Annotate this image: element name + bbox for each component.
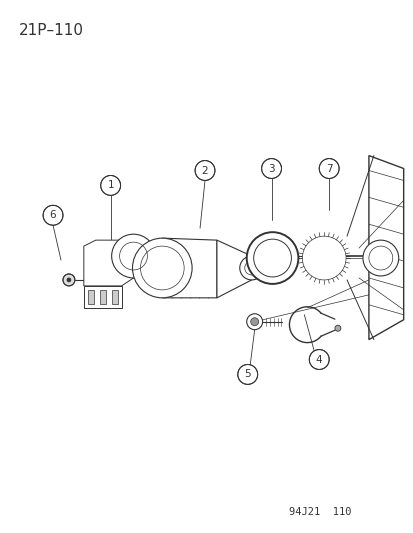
Circle shape <box>362 240 398 276</box>
Text: 7: 7 <box>325 164 332 174</box>
Bar <box>88 290 93 304</box>
Text: 5: 5 <box>244 369 250 379</box>
Polygon shape <box>83 286 121 308</box>
Circle shape <box>237 365 257 384</box>
Circle shape <box>334 325 340 331</box>
Circle shape <box>112 234 155 278</box>
Circle shape <box>318 158 338 179</box>
Circle shape <box>239 256 263 280</box>
Text: 6: 6 <box>50 210 56 220</box>
Circle shape <box>246 314 262 330</box>
Circle shape <box>67 278 71 282</box>
Circle shape <box>132 238 192 298</box>
Circle shape <box>43 205 63 225</box>
Polygon shape <box>83 240 133 286</box>
Polygon shape <box>216 240 251 298</box>
Circle shape <box>100 175 120 196</box>
Text: 2: 2 <box>201 166 208 175</box>
Circle shape <box>309 350 328 369</box>
Circle shape <box>250 318 258 326</box>
Text: 3: 3 <box>268 164 274 174</box>
Circle shape <box>246 232 298 284</box>
Circle shape <box>261 158 281 179</box>
Text: 1: 1 <box>107 181 114 190</box>
Text: 4: 4 <box>315 354 322 365</box>
Text: 21P–110: 21P–110 <box>19 23 84 38</box>
Circle shape <box>301 236 345 280</box>
Text: 94J21  110: 94J21 110 <box>289 507 351 516</box>
Circle shape <box>63 274 75 286</box>
Circle shape <box>195 160 214 181</box>
Bar <box>112 290 117 304</box>
Bar <box>100 290 105 304</box>
Polygon shape <box>162 238 216 298</box>
